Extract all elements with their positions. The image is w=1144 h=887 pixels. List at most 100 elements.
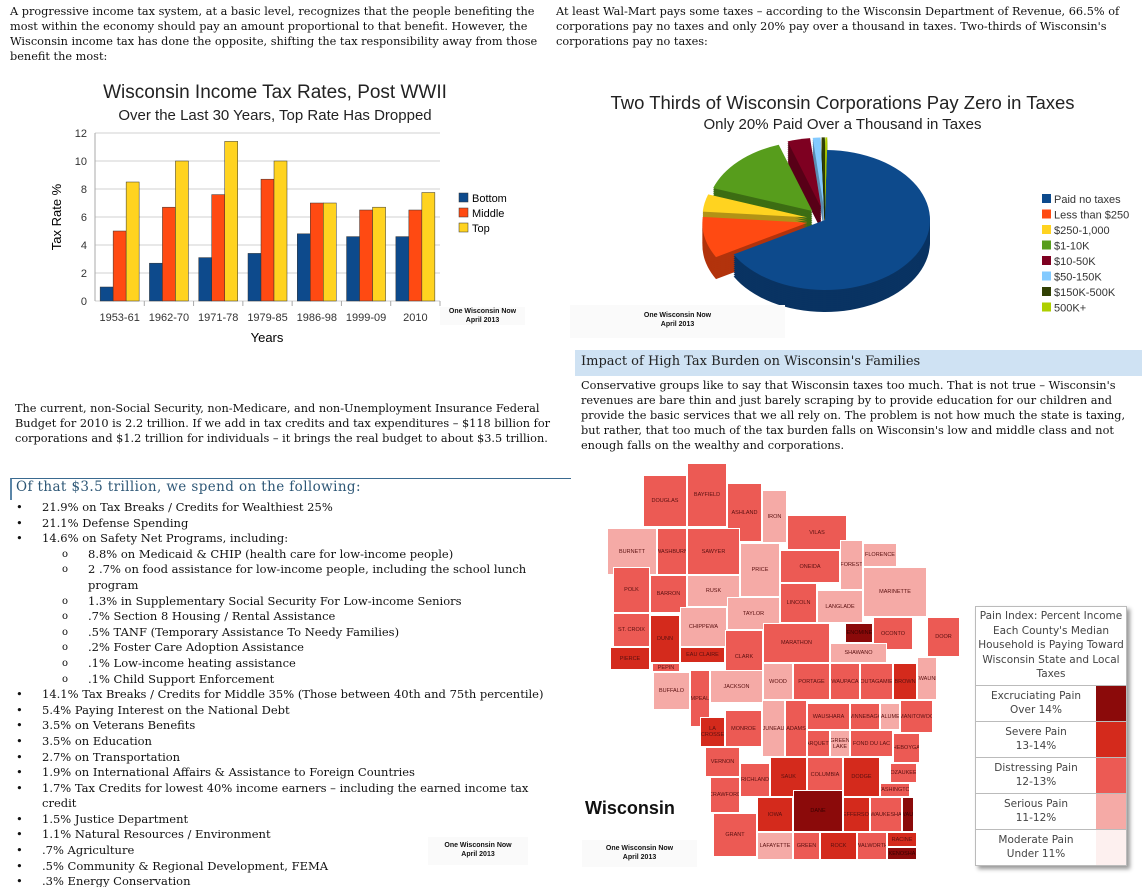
list-item: 21.9% on Tax Breaks / Credits for Wealth… [0, 500, 560, 516]
legend-label: $10-50K [1054, 256, 1096, 268]
pie-chart-watermark: One Wisconsin Now April 2013 [570, 305, 785, 338]
sub-list-item: .5% TANF (Temporary Assistance To Needy … [0, 625, 560, 641]
watermark-line2: April 2013 [461, 851, 495, 858]
legend-tier-name: Serious Pain [1003, 797, 1069, 810]
legend-label: $250-1,000 [1054, 225, 1110, 237]
bar-middle [310, 202, 324, 302]
county-dodge: DODGE [843, 757, 880, 797]
watermark-line1: One Wisconsin Now [444, 842, 512, 849]
sub-list-item: 1.3% in Supplementary Social Security Fo… [0, 594, 560, 610]
county-jackson: JACKSON [710, 670, 763, 703]
pie-chart-title: Two Thirds of Wisconsin Corporations Pay… [610, 92, 1075, 113]
watermark-line2: April 2013 [465, 317, 500, 324]
y-tick-label: 12 [75, 128, 87, 140]
legend-label: $150K-500K [1054, 287, 1116, 299]
legend-label: $50-150K [1054, 272, 1102, 284]
legend-row: Moderate Pain Under 11% [976, 829, 1126, 865]
county-washington: WASHINGTON [880, 783, 910, 797]
pie-chart-subtitle: Only 20% Paid Over a Thousand in Taxes [703, 116, 982, 133]
county-langlade: LANGLADE [817, 590, 863, 623]
county-lafayette: LAFAYETTE [757, 832, 793, 860]
sub-list-item: 2 .7% on food assistance for low-income … [0, 562, 560, 593]
county-iowa: IOWA [757, 797, 793, 832]
county-green: GREEN [793, 832, 820, 860]
county-waupaca: WAUPACA [830, 663, 860, 700]
legend-label: Top [472, 223, 490, 235]
list-item: 3.5% on Education [0, 734, 560, 750]
county-calumet: CALUMET [880, 703, 900, 730]
bar-middle [211, 194, 225, 302]
county-polk: POLK [613, 567, 650, 613]
bar-top [175, 160, 189, 302]
county-buffalo: BUFFALO [653, 672, 690, 710]
county-columbia: COLUMBIA [807, 757, 843, 793]
county-outagamie: OUTAGAMIE [860, 663, 893, 700]
y-tick-label: 6 [81, 212, 87, 224]
map-legend-title: Pain Index: Percent Income Each County's… [976, 607, 1126, 686]
county-pepin: PEPIN [652, 663, 680, 672]
county-rock: ROCK [820, 832, 857, 860]
sub-list-item: 8.8% on Medicaid & CHIP (health care for… [0, 547, 560, 563]
y-tick-label: 4 [81, 240, 87, 252]
y-tick-label: 8 [81, 184, 87, 196]
wisconsin-county-map: DOUGLAS BAYFIELD ASHLAND IRON VILAS BURNETT WA… [0, 0, 960, 860]
legend-swatch [1042, 240, 1051, 250]
legend-tier-range: 11-12% [1015, 811, 1057, 824]
county-racine: RACINE [887, 832, 917, 847]
county-iron: IRON [762, 490, 787, 543]
legend-swatch [458, 222, 469, 233]
x-tick-label: 1962-70 [149, 312, 189, 324]
spending-heading: Of that $3.5 trillion, we spend on the f… [10, 478, 571, 500]
legend-tier-name: Excruciating Pain [990, 689, 1082, 702]
list-item: 14.6% on Safety Net Programs, including: [0, 531, 560, 547]
list-item: 21.1% Defense Spending [0, 516, 560, 532]
county-price: PRICE [740, 543, 780, 597]
bar-top [224, 141, 238, 302]
county-portage: PORTAGE [793, 663, 830, 700]
legend-swatch [1096, 793, 1126, 829]
legend-tier-name: Distressing Pain [994, 761, 1078, 774]
county-marquette: MARQUETTE [807, 730, 830, 757]
legend-swatch [1042, 302, 1051, 312]
list-item: 3.5% on Veterans Benefits [0, 718, 560, 734]
legend-label: Paid no taxes [1054, 194, 1121, 206]
county-monroe: MONROE [725, 710, 762, 747]
county-douglas: DOUGLAS [643, 475, 687, 527]
bar-middle [408, 209, 423, 302]
y-axis-label: Tax Rate % [49, 183, 64, 250]
county-waushara: WAUSHARA [807, 703, 850, 730]
legend-swatch [458, 192, 469, 203]
pie-slice-4 [787, 138, 822, 208]
list-item: .5% Community & Regional Development, FE… [0, 859, 560, 875]
county-wood: WOOD [763, 663, 793, 700]
legend-tier-name: Moderate Pain [998, 833, 1074, 846]
list-item: 1.9% on International Affairs & Assistan… [0, 765, 560, 781]
bar-bottom [297, 233, 311, 302]
legend-swatch [1096, 685, 1126, 721]
county-kewaunee: KEWAUNEE [917, 657, 937, 700]
list-item: 1.5% Justice Department [0, 812, 560, 828]
county-walworth: WALWORTH [857, 832, 887, 860]
county-marinette: MARINETTE [863, 567, 927, 617]
legend-swatch [1042, 271, 1051, 281]
bar-bottom [247, 253, 262, 302]
legend-swatch [1042, 194, 1051, 203]
bar-top [421, 192, 436, 302]
bar-bottom [99, 286, 114, 302]
legend-tier-name: Severe Pain [1005, 725, 1067, 738]
intro-left-paragraph: A progressive income tax system, at a ba… [10, 5, 538, 63]
pie-slice-1 [702, 216, 808, 258]
bar-top [323, 202, 337, 302]
legend-swatch [1096, 757, 1126, 793]
y-tick-label: 0 [81, 296, 87, 308]
legend-swatch [458, 207, 469, 218]
county-green-lake: GREEN LAKE [830, 730, 850, 757]
bar-chart-watermark: One Wisconsin Now April 2013 [440, 307, 525, 325]
legend-row: Excruciating Pain Over 14% [976, 685, 1126, 722]
x-axis-label: Years [251, 330, 284, 345]
bar-bottom [149, 262, 163, 302]
bar-bottom [346, 236, 360, 302]
spending-list: 21.9% on Tax Breaks / Credits for Wealth… [0, 500, 560, 887]
county-lincoln: LINCOLN [780, 583, 817, 623]
map-legend: Pain Index: Percent Income Each County's… [975, 606, 1127, 866]
